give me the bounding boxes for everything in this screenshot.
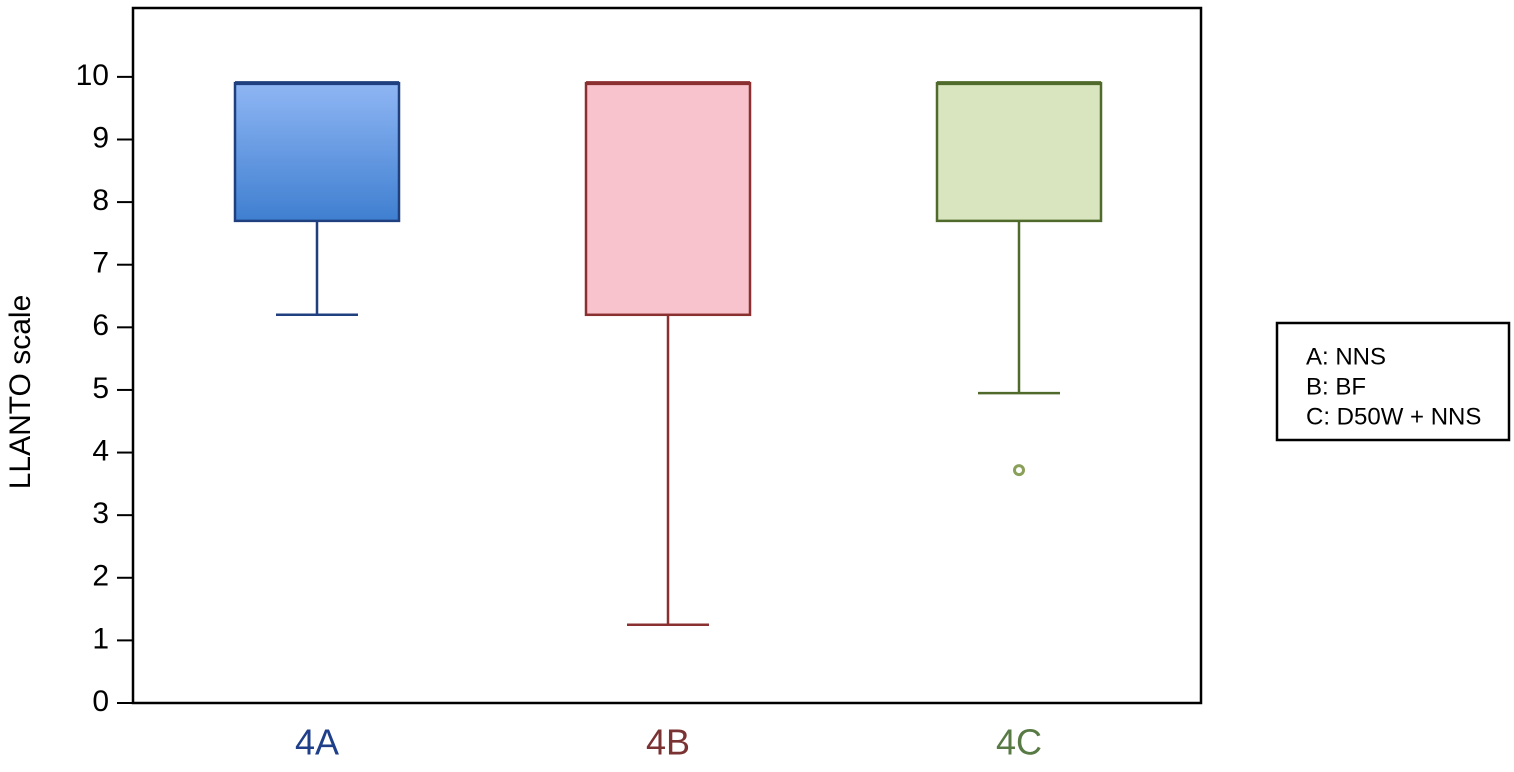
y-tick-label: 8 xyxy=(92,184,109,217)
y-tick-label: 9 xyxy=(92,121,109,154)
legend-entry: B: BF xyxy=(1306,373,1366,400)
box xyxy=(584,81,752,317)
legend-box xyxy=(1275,321,1511,442)
y-tick-label: 4 xyxy=(92,434,109,467)
box xyxy=(233,81,401,223)
plot-frame xyxy=(131,6,1203,705)
y-tick-label: 7 xyxy=(92,247,109,280)
x-tick-label: 4B xyxy=(646,722,690,763)
y-axis-label: LLANTO scale xyxy=(4,295,37,490)
legend-entry: C: D50W + NNS xyxy=(1306,403,1481,430)
legend-entry: A: NNS xyxy=(1306,343,1386,370)
y-tick-label: 0 xyxy=(92,685,109,718)
x-tick-label: 4C xyxy=(996,722,1042,763)
x-tick-label: 4A xyxy=(295,722,339,763)
outlier xyxy=(1013,464,1025,477)
y-tick-label: 6 xyxy=(92,309,109,342)
box xyxy=(935,81,1103,223)
y-tick-label: 5 xyxy=(92,372,109,405)
y-tick-label: 1 xyxy=(92,622,109,655)
y-tick-label: 3 xyxy=(92,497,109,530)
y-tick-label: 2 xyxy=(92,560,109,593)
y-tick-label: 10 xyxy=(76,59,109,92)
